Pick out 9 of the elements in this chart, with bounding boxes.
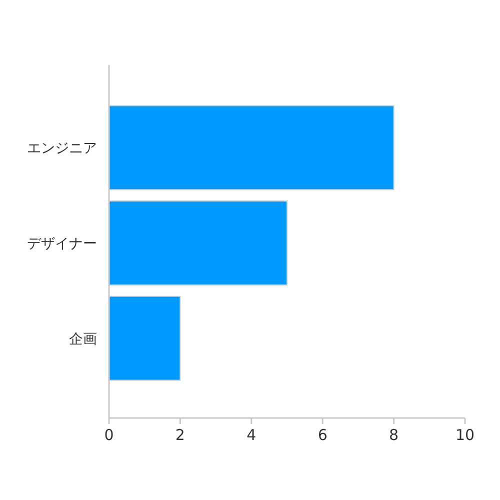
x-tick-label: 2 xyxy=(175,426,185,444)
x-tick-label: 0 xyxy=(104,426,114,444)
y-tick-label: 企画 xyxy=(69,331,97,348)
y-tick-label: デザイナー xyxy=(27,236,97,252)
x-tick-label: 6 xyxy=(318,426,328,444)
y-tick-label: エンジニア xyxy=(27,140,97,157)
x-tick-label: 8 xyxy=(389,426,399,444)
x-tick-label: 4 xyxy=(246,426,256,444)
x-tick-label: 10 xyxy=(455,426,475,444)
